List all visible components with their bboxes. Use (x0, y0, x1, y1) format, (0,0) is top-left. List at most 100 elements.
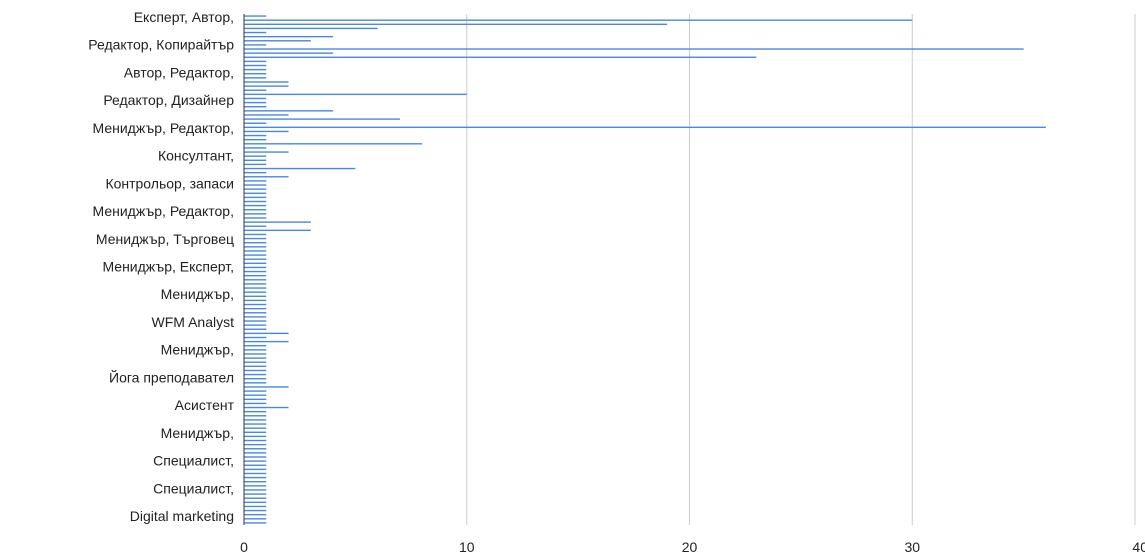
bar (244, 270, 267, 273)
bar (244, 514, 267, 516)
bar (244, 209, 267, 211)
bar (244, 176, 289, 178)
bar (244, 398, 267, 401)
bar (244, 448, 267, 450)
bar (244, 501, 267, 504)
bar (244, 345, 267, 347)
bar (244, 93, 467, 96)
bar (244, 443, 267, 446)
bar (244, 472, 267, 475)
bar (244, 130, 289, 133)
bar (244, 188, 267, 190)
category-label: Специалист, (153, 453, 234, 469)
x-axis-tick-labels: 0 10 20 30 40 (240, 539, 1145, 555)
bar (244, 242, 267, 244)
bar (244, 48, 1024, 50)
bar (244, 316, 267, 318)
category-label: WFM Analyst (152, 314, 235, 330)
bar (244, 122, 267, 124)
bar (244, 155, 267, 157)
bar (244, 468, 267, 471)
bar (244, 427, 267, 429)
bar (244, 464, 267, 466)
category-label: Йога преподавател (109, 368, 234, 385)
bar (244, 460, 267, 462)
bar (244, 340, 289, 343)
bar (244, 291, 267, 293)
bar (244, 320, 267, 322)
bar (244, 357, 267, 359)
x-tick-label: 40 (1132, 539, 1145, 555)
bar (244, 110, 334, 112)
category-label: Мениджър, (161, 425, 234, 441)
category-label: Digital marketing (130, 508, 234, 524)
bar (244, 274, 267, 277)
bar (244, 196, 267, 199)
bar (244, 221, 311, 223)
bar (244, 250, 267, 252)
bar (244, 192, 267, 194)
bar (244, 60, 267, 63)
bar (244, 410, 267, 413)
bar (244, 180, 267, 182)
bars (244, 15, 1046, 524)
bar (244, 332, 289, 335)
bar (244, 35, 334, 38)
bar (244, 40, 311, 42)
bar (244, 303, 267, 306)
bar (244, 390, 267, 392)
bar (244, 394, 267, 396)
bar (244, 489, 267, 491)
bar (244, 213, 267, 215)
bar (244, 476, 267, 479)
x-tick-label: 10 (459, 539, 475, 555)
bar (244, 77, 267, 79)
bar (244, 419, 267, 421)
bar (244, 295, 267, 297)
bar (244, 402, 267, 405)
bar (244, 518, 267, 520)
bar (244, 287, 267, 289)
bar (244, 522, 267, 524)
bar (244, 431, 267, 433)
bar (244, 126, 1046, 129)
bar (244, 163, 267, 166)
bar (244, 378, 267, 380)
bar (244, 481, 267, 483)
bar (244, 233, 267, 236)
bar (244, 299, 267, 302)
x-tick-label: 30 (904, 539, 920, 555)
bar (244, 81, 289, 83)
bar (244, 106, 267, 108)
bar (244, 52, 334, 54)
bar (244, 324, 267, 326)
bar (244, 23, 668, 25)
category-label: Мениджър, Експерт, (102, 259, 234, 275)
bar (244, 497, 267, 499)
bar (244, 151, 289, 153)
category-label: Мениджър, Редактор, (93, 203, 234, 219)
bar (244, 279, 267, 281)
bar (244, 505, 267, 508)
bar (244, 312, 267, 314)
bar (244, 266, 267, 269)
bar (244, 452, 267, 454)
category-label: Експерт, Автор, (134, 9, 234, 25)
bar (244, 171, 267, 174)
bar (244, 85, 289, 87)
bar (244, 349, 267, 351)
bar (244, 159, 267, 161)
bar (244, 68, 267, 71)
bar (244, 423, 267, 425)
bar (244, 283, 267, 285)
category-label: Мениджър, (161, 342, 234, 358)
bar (244, 204, 267, 207)
bar (244, 56, 757, 58)
bar (244, 64, 267, 67)
bar (244, 27, 378, 30)
bar (244, 415, 267, 417)
category-label: Специалист, (153, 480, 234, 496)
bar (244, 184, 267, 186)
bar (244, 118, 400, 120)
